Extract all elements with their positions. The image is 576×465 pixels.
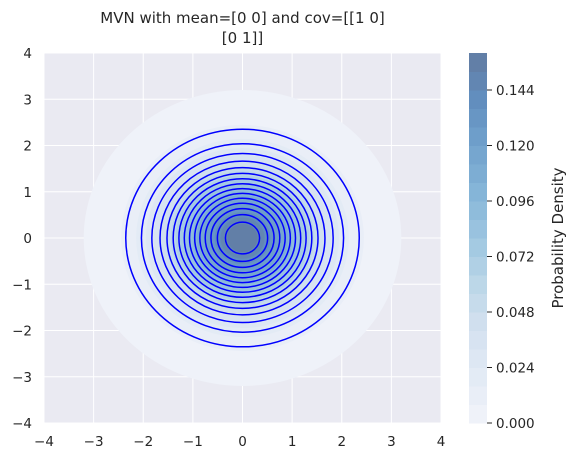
contour-lines [125,128,360,348]
colorbar-band [469,330,487,350]
colorbar-band [469,182,487,202]
colorbar-tick-label: 0.000 [496,416,535,432]
colorbar-ticks: 0.000 0.024 0.048 0.072 0.096 0.120 0.144 [487,83,535,432]
y-tick-label: 3 [23,92,32,108]
contour-line [210,207,275,269]
y-tick-label: −4 [12,416,32,432]
x-axis-ticks: −4 −3 −2 −1 0 1 2 3 4 [34,434,445,450]
colorbar-tick-label: 0.144 [496,83,535,99]
colorbar-tick-label: 0.024 [496,361,535,377]
colorbar: 0.000 0.024 0.048 0.072 0.096 0.120 0.144 Prob… [469,53,567,432]
colorbar-tick-label: 0.120 [496,139,535,155]
colorbar-band [469,367,487,387]
y-tick-label: 2 [23,139,32,155]
colorbar-tick-label: 0.072 [496,250,535,266]
contour-line [224,221,261,255]
contour-line [216,213,269,263]
y-tick-label: −2 [12,324,32,340]
colorbar-band [469,256,487,276]
chart-title-line-1: MVN with mean=[0 0] and cov=[[1 0] [100,9,385,27]
x-tick-label: −1 [183,434,203,450]
contour-line [159,160,326,316]
chart-title-line-2: [0 1]] [222,29,263,47]
x-tick-label: 2 [337,434,346,450]
colorbar-tick-label: 0.096 [496,194,535,210]
x-tick-label: −2 [133,434,153,450]
filled-contour-band [227,223,258,253]
colorbar-band [469,53,487,72]
contour-line [140,143,345,333]
colorbar-band [469,145,487,165]
y-tick-label: −3 [12,370,32,386]
contour-line [204,202,281,274]
colorbar-band [469,219,487,239]
contour-line [193,192,292,284]
colorbar-band [469,349,487,368]
contour-line [199,197,286,279]
x-tick-label: 3 [387,434,396,450]
colorbar-band [469,201,487,220]
contour-line [172,172,313,304]
contour-line [188,187,297,289]
x-tick-label: 1 [288,434,297,450]
colorbar-band [469,293,487,313]
colorbar-band [469,108,487,128]
colorbar-band [469,275,487,294]
contour-line [151,152,334,324]
x-tick-label: 0 [238,434,247,450]
colorbar-band [469,127,487,146]
y-tick-label: 4 [23,46,32,62]
colorbar-band [469,386,487,405]
colorbar-band [469,312,487,331]
filled-contours [83,90,402,386]
x-tick-label: −4 [34,434,54,450]
y-axis-ticks: −4 −3 −2 −1 0 1 2 3 4 [12,46,32,432]
y-tick-label: 1 [23,185,32,201]
y-tick-label: 0 [23,231,32,247]
colorbar-bands [469,53,487,424]
contour-line [178,177,307,299]
contour-line [183,183,302,293]
colorbar-band [469,71,487,91]
colorbar-band [469,238,487,257]
colorbar-tick-label: 0.048 [496,305,535,321]
colorbar-band [469,164,487,183]
x-tick-label: −3 [84,434,104,450]
contour-line [125,128,360,348]
colorbar-band [469,404,487,424]
colorbar-band [469,90,487,109]
contour-line [166,166,319,310]
colorbar-label: Probability Density [549,167,567,308]
y-tick-label: −1 [12,277,32,293]
x-tick-label: 4 [437,434,446,450]
